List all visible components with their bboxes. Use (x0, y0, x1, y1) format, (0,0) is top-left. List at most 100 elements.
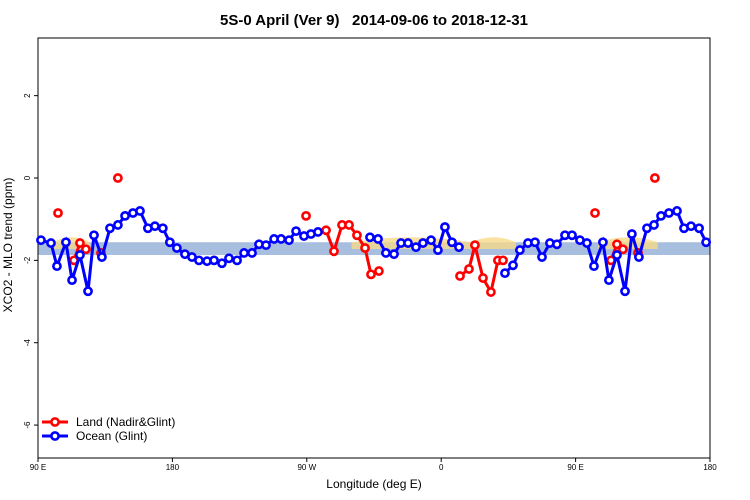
data-point (470, 240, 480, 251)
data-point (381, 248, 391, 258)
data-point (686, 221, 696, 232)
land-shape (471, 237, 516, 249)
data-point (426, 235, 436, 246)
data-point (508, 260, 518, 271)
data-point (67, 275, 77, 286)
data-point (634, 252, 644, 262)
data-point (454, 242, 464, 253)
data-point (224, 253, 234, 264)
data-point (649, 220, 659, 230)
data-point (53, 208, 63, 218)
data-point (612, 239, 622, 250)
data-point (373, 234, 383, 244)
y-tick-label: -6 (23, 421, 32, 429)
x-axis-label: Longitude (deg E) (326, 477, 421, 491)
data-point (530, 237, 540, 248)
data-point (120, 210, 130, 221)
data-point (567, 230, 577, 241)
x-tick-label: 180 (166, 463, 180, 472)
data-point (701, 237, 712, 248)
data-point (672, 206, 682, 216)
data-point (440, 222, 450, 232)
plot-frame (37, 37, 711, 459)
data-point (344, 220, 354, 230)
data-point (232, 255, 242, 266)
data-point (478, 273, 488, 283)
data-point (81, 244, 91, 255)
y-tick-label: 0 (23, 175, 32, 180)
legend-marker (50, 417, 60, 427)
data-point (447, 237, 457, 248)
data-point (329, 246, 339, 257)
x-tick-label: 90 E (567, 463, 583, 472)
data-point (626, 229, 637, 239)
chart-title: 5S-0 April (Ver 9) 2014-09-06 to 2018-12… (220, 12, 528, 29)
data-point (374, 266, 384, 276)
data-point (664, 208, 674, 218)
data-point (209, 255, 219, 266)
data-point (411, 242, 421, 253)
data-point (618, 244, 628, 255)
data-point (552, 239, 562, 250)
data-point (537, 252, 547, 262)
x-tick-label: 90 W (297, 463, 316, 472)
data-point (157, 223, 168, 234)
y-axis-label: XCO2 - MLO trend (ppm) (1, 178, 15, 313)
legend-label: Ocean (Glint) (76, 429, 147, 443)
data-point (365, 232, 375, 243)
data-point (352, 230, 362, 241)
data-point (75, 238, 85, 248)
data-point (598, 237, 608, 248)
data-point (36, 235, 46, 246)
data-point (620, 286, 630, 297)
data-point (403, 238, 413, 248)
legend-marker (50, 431, 60, 441)
data-point (418, 238, 428, 248)
data-point (61, 237, 71, 248)
data-point (313, 227, 323, 237)
x-tick-label: 180 (703, 463, 717, 472)
data-point (83, 286, 93, 297)
data-point (112, 220, 123, 230)
y-tick-label: -2 (23, 256, 32, 264)
data-point (150, 221, 160, 232)
data-point (455, 271, 465, 281)
data-point (590, 208, 600, 218)
data-point (582, 238, 592, 248)
y-tick-label: 2 (23, 93, 32, 98)
data-point (464, 264, 474, 274)
data-point (514, 245, 525, 255)
data-point (194, 255, 204, 266)
data-point (291, 226, 301, 237)
data-point (284, 235, 294, 246)
data-point (217, 258, 227, 269)
data-point (75, 250, 85, 260)
data-point (46, 238, 56, 248)
data-point (656, 210, 666, 221)
x-tick-label: 90 E (30, 463, 46, 472)
data-point (498, 255, 508, 266)
data-point (366, 269, 376, 280)
y-tick-label: -4 (23, 339, 32, 347)
data-point (649, 173, 660, 183)
data-point (105, 223, 115, 234)
data-point (486, 287, 496, 297)
data-point (321, 225, 331, 236)
data-point (89, 230, 99, 241)
data-point (135, 206, 145, 216)
data-point (604, 275, 614, 286)
data-point (500, 268, 510, 279)
data-point (52, 261, 62, 272)
data-point (276, 234, 287, 244)
data-point (239, 248, 249, 258)
data-point (360, 243, 370, 253)
data-point (261, 240, 271, 251)
data-point (171, 243, 182, 253)
data-point (112, 173, 123, 183)
data-point (389, 249, 399, 260)
x-tick-label: 0 (439, 463, 444, 472)
data-point (97, 252, 107, 262)
data-point (247, 248, 257, 258)
data-point (433, 245, 443, 255)
